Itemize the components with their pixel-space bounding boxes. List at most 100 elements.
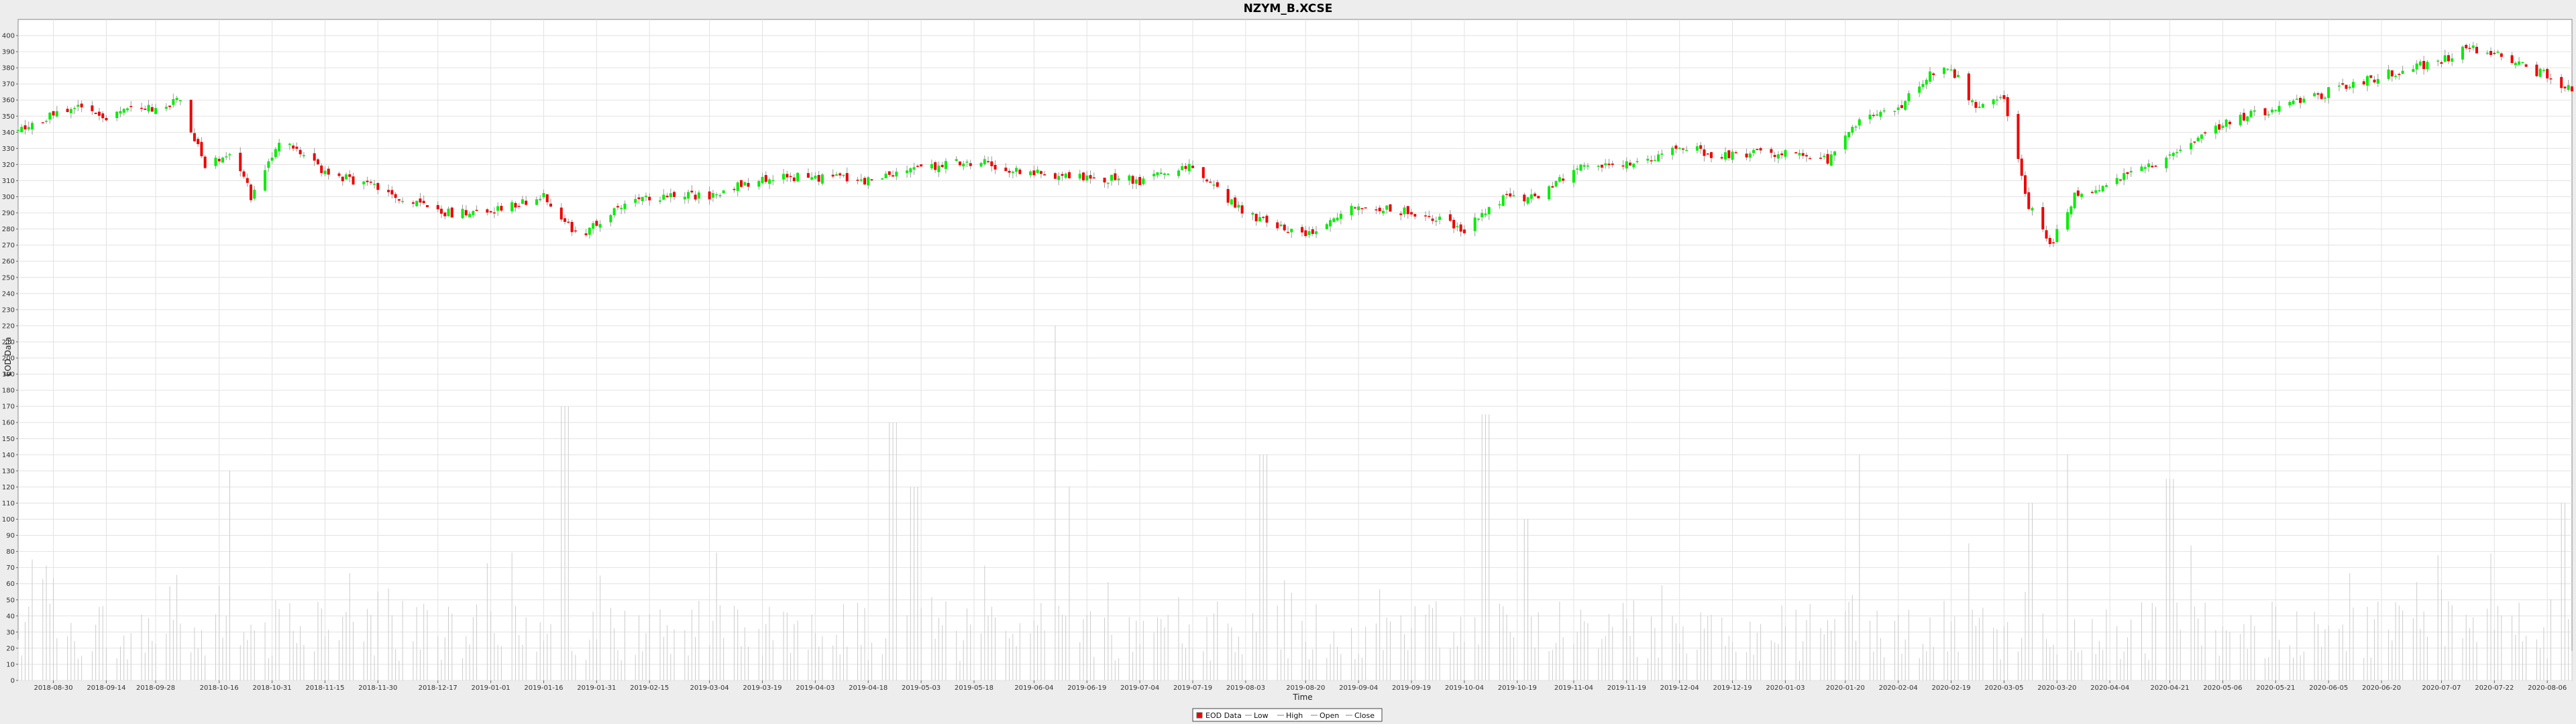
candle-body — [2052, 242, 2055, 243]
candle-body — [1703, 149, 1706, 156]
candle-body — [1851, 127, 1854, 133]
candle-body — [1375, 209, 1378, 210]
y-tick-label: 190 — [2, 371, 15, 379]
legend: EOD Data Low High Open Close — [1192, 708, 1383, 722]
candle-body — [1611, 164, 1614, 165]
candle-body — [1928, 71, 1931, 82]
candle-body — [2249, 111, 2253, 117]
candle-body — [2041, 206, 2045, 230]
candle-body — [884, 174, 888, 178]
candle-body — [690, 190, 694, 192]
candle-body — [665, 195, 669, 198]
y-tick-label: 90 — [6, 532, 15, 540]
candle-body — [352, 176, 355, 185]
y-tick-label: 0 — [11, 678, 15, 685]
candle-body — [1918, 86, 1921, 93]
candle-body — [1904, 101, 1907, 110]
x-tick-label: 2020-02-04 — [1879, 684, 1918, 692]
plot-area — [17, 19, 2573, 681]
candle-body — [2299, 98, 2302, 103]
candle-body — [2214, 125, 2217, 134]
candle-body — [2535, 64, 2538, 76]
candle-body — [768, 179, 771, 184]
candle-body — [1999, 97, 2002, 99]
candle-body — [1858, 119, 1861, 126]
candle-body — [1205, 179, 1209, 182]
candle-body — [2514, 62, 2517, 66]
candle-body — [411, 202, 415, 204]
candle-body — [1353, 207, 1356, 208]
candle-body — [1597, 166, 1600, 167]
candle-body — [634, 198, 637, 203]
candle-body — [2563, 86, 2567, 88]
candle-body — [1551, 186, 1554, 188]
x-tick-label: 2018-10-31 — [253, 684, 292, 692]
candle-body — [250, 184, 253, 200]
candle-body — [2288, 102, 2292, 106]
y-tick-label: 290 — [2, 210, 15, 217]
candle-body — [1635, 161, 1639, 162]
candle-body — [443, 213, 447, 217]
candle-body — [1237, 204, 1240, 208]
x-tick-label: 2019-04-18 — [849, 684, 888, 692]
candle-body — [2253, 110, 2256, 112]
candle-body — [492, 212, 496, 214]
candle-body — [126, 108, 129, 111]
candle-body — [733, 188, 736, 190]
candle-body — [567, 221, 570, 223]
candle-body — [1576, 168, 1579, 170]
candle-body — [1529, 194, 1533, 199]
candle-body — [1879, 111, 1882, 117]
candle-body — [2027, 192, 2031, 209]
candle-body — [373, 184, 376, 185]
candle-body — [2017, 113, 2020, 160]
candle-body — [447, 208, 450, 217]
y-tick-label: 70 — [6, 564, 15, 572]
candle-body — [711, 193, 714, 198]
candle-body — [1053, 173, 1057, 179]
candle-body — [1925, 80, 1928, 85]
candle-body — [1921, 84, 1925, 87]
candle-body — [1339, 213, 1342, 219]
candle-body — [2267, 114, 2270, 116]
candle-body — [1523, 194, 1526, 202]
candle-body — [1399, 213, 1403, 215]
candle-body — [1868, 115, 1872, 119]
candle-body — [1142, 178, 1145, 184]
candle-body — [1727, 150, 1731, 158]
candle-body — [1876, 114, 1879, 116]
candle-body — [1184, 166, 1187, 169]
candle-body — [1498, 204, 1501, 206]
candle-body — [468, 213, 472, 218]
candle-body — [1674, 145, 1678, 149]
candle-body — [1039, 171, 1042, 174]
candle-body — [2316, 93, 2320, 95]
candle-body — [1526, 197, 1529, 204]
candle-body — [91, 105, 94, 111]
candle-body — [1978, 107, 1981, 109]
candle-body — [990, 161, 994, 166]
y-tick-label: 320 — [2, 162, 15, 169]
y-tick-label: 100 — [2, 516, 15, 524]
candle-body — [1646, 158, 1650, 161]
candle-body — [792, 177, 796, 182]
candle-body — [1385, 205, 1389, 210]
candle-body — [140, 107, 144, 109]
x-tick-label: 2019-02-15 — [630, 684, 669, 692]
candle-body — [1336, 217, 1339, 221]
candle-body — [2196, 137, 2200, 141]
candle-body — [1847, 131, 1851, 137]
candle-body — [1794, 152, 1798, 154]
candle-body — [1258, 217, 1261, 222]
candle-body — [1554, 181, 1558, 187]
candle-body — [1378, 207, 1381, 211]
candle-body — [895, 172, 898, 177]
x-tick-label: 2019-01-31 — [577, 684, 616, 692]
y-axis-label: EOD Data — [3, 337, 13, 377]
candle-body — [1843, 135, 1847, 149]
candle-body — [2560, 76, 2563, 88]
x-tick-label: 2019-06-19 — [1067, 684, 1106, 692]
candle-body — [2218, 124, 2221, 130]
candle-body — [817, 175, 820, 182]
